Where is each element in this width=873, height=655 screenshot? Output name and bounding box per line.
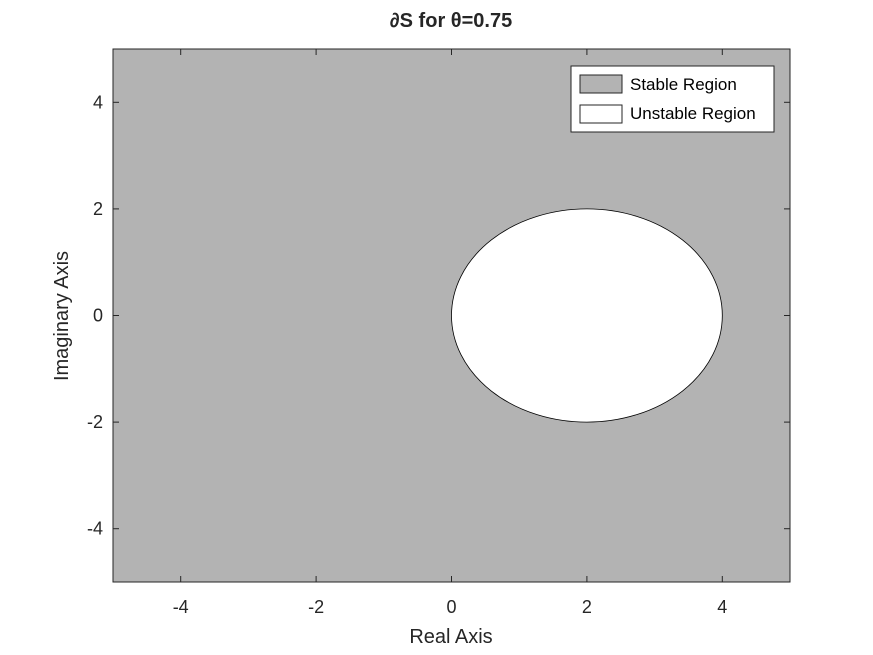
y-axis-label: Imaginary Axis	[51, 251, 73, 381]
y-tick-label: -2	[87, 412, 103, 432]
y-tick-label: 0	[93, 306, 103, 326]
x-tick-label: -4	[173, 597, 189, 617]
x-tick-label: 2	[582, 597, 592, 617]
chart-title: ∂S for θ=0.75	[390, 10, 512, 32]
y-tick-label: 4	[93, 92, 103, 112]
x-tick-label: 4	[717, 597, 727, 617]
legend-label-unstable: Unstable Region	[630, 104, 756, 123]
legend: Stable Region Unstable Region	[570, 65, 775, 133]
x-tick-label: -2	[308, 597, 324, 617]
plot-area	[112, 48, 791, 583]
legend-label-stable: Stable Region	[630, 75, 737, 94]
legend-swatch-unstable	[579, 104, 623, 124]
x-tick-label: 0	[446, 597, 456, 617]
y-tick-label: -4	[87, 519, 103, 539]
y-ticks: 4 2 0 -2 -4	[87, 92, 790, 539]
x-ticks: -4 -2 0 2 4	[173, 49, 727, 617]
y-tick-label: 2	[93, 199, 103, 219]
legend-swatch-stable	[579, 74, 623, 94]
unstable-region	[451, 208, 723, 423]
x-axis-label: Real Axis	[409, 626, 492, 648]
